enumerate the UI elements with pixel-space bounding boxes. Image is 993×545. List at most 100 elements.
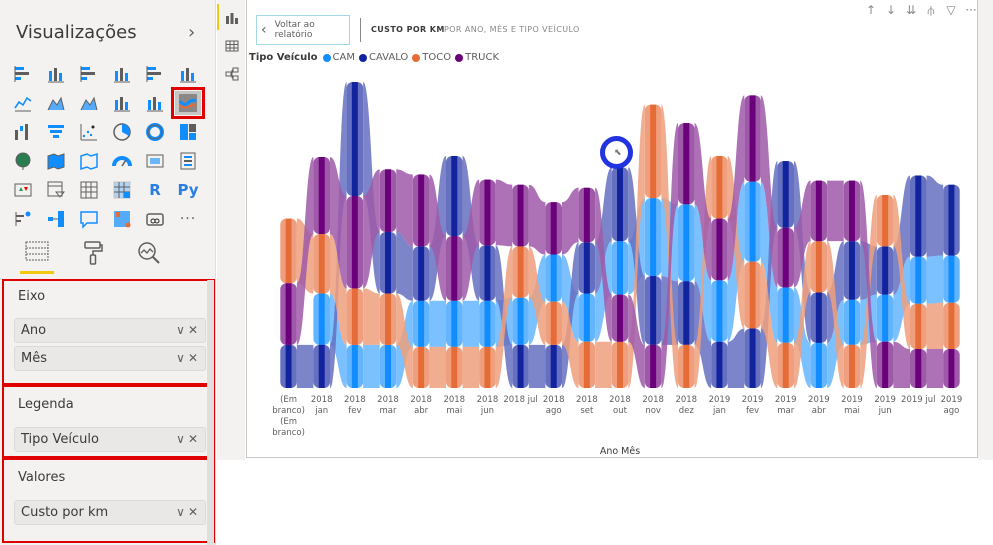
column-segment-cavalo[interactable] [744, 328, 761, 388]
ribbon-truck[interactable] [794, 180, 811, 288]
column-segment-truck[interactable] [876, 341, 894, 388]
chevron-right-icon[interactable]: › [188, 22, 196, 43]
column-segment-cavalo[interactable] [280, 344, 297, 388]
ribbon-cavalo[interactable] [528, 344, 546, 388]
close-icon[interactable]: ✕ [187, 432, 201, 446]
column-segment-toco[interactable] [678, 344, 695, 388]
column-segment-cavalo[interactable] [346, 82, 364, 197]
close-icon[interactable]: ✕ [187, 323, 201, 337]
ribbon-truck[interactable] [595, 187, 612, 342]
legend-item-truck[interactable]: TRUCK [455, 52, 499, 63]
column-segment-cam[interactable] [412, 300, 430, 347]
column-segment-truck[interactable] [910, 348, 927, 388]
legend-item-cavalo[interactable]: CAVALO [358, 52, 408, 63]
ribbon-toco[interactable] [893, 194, 910, 349]
ribbon-cam[interactable] [926, 255, 944, 304]
column-segment-cavalo[interactable] [479, 245, 496, 301]
column-segment-cam[interactable] [512, 297, 529, 345]
ribbon-truck[interactable] [396, 169, 413, 247]
slicer-icon[interactable] [43, 178, 69, 202]
ribbon-cam[interactable] [363, 344, 380, 388]
ribbon-toco[interactable] [396, 293, 413, 388]
chevron-down-icon[interactable]: ∨ [176, 351, 188, 365]
column-segment-toco[interactable] [943, 302, 960, 349]
ribbon-toco[interactable] [495, 246, 513, 388]
key-influencers-icon[interactable] [10, 207, 36, 231]
sort-down-icon[interactable]: ↓ [885, 3, 897, 17]
column-segment-truck[interactable] [412, 174, 430, 247]
ribbon-truck[interactable] [528, 184, 546, 255]
ribbon-truck[interactable] [661, 123, 678, 388]
ribbon-cavalo[interactable] [893, 175, 910, 295]
filled-map-icon[interactable] [43, 149, 69, 173]
column-segment-toco[interactable] [910, 303, 927, 349]
column-segment-truck[interactable] [446, 236, 463, 301]
column-segment-cavalo[interactable] [678, 281, 695, 345]
ribbon-cavalo[interactable] [827, 241, 844, 343]
column-segment-cam[interactable] [313, 293, 330, 345]
column-segment-truck[interactable] [479, 179, 496, 246]
column-segment-truck[interactable] [810, 180, 828, 242]
column-segment-toco[interactable] [280, 218, 297, 284]
ribbon-truck[interactable] [893, 341, 910, 388]
ribbon-toco[interactable] [794, 241, 811, 388]
line-stacked-column-icon[interactable] [142, 91, 168, 115]
line-chart-icon[interactable] [10, 91, 36, 115]
column-segment-toco[interactable] [446, 346, 463, 388]
column-segment-toco[interactable] [843, 344, 861, 388]
column-segment-cam[interactable] [910, 256, 927, 304]
more-visuals-icon[interactable]: ··· [175, 207, 201, 231]
column-segment-cam[interactable] [611, 241, 629, 295]
more-options-icon[interactable]: ··· [965, 3, 977, 17]
column-segment-toco[interactable] [379, 293, 397, 345]
column-segment-truck[interactable] [611, 294, 629, 342]
column-segment-truck[interactable] [644, 344, 662, 388]
ribbon-cavalo[interactable] [727, 328, 745, 388]
ribbon-cavalo[interactable] [396, 231, 413, 301]
ribbon-truck[interactable] [827, 180, 844, 242]
clustered-column-icon[interactable] [109, 62, 135, 86]
column-segment-truck[interactable] [280, 283, 297, 345]
column-segment-truck[interactable] [313, 157, 330, 234]
column-segment-toco[interactable] [479, 346, 496, 388]
sort-up-icon[interactable]: ↑ [865, 3, 877, 17]
column-segment-cavalo[interactable] [611, 167, 629, 242]
decomposition-tree-icon[interactable] [43, 207, 69, 231]
values-field-custo-por-km[interactable]: Custo por km ∨✕ [14, 500, 206, 525]
column-segment-cavalo[interactable] [446, 155, 463, 237]
treemap-icon[interactable] [175, 120, 201, 144]
column-segment-toco[interactable] [711, 155, 728, 219]
column-segment-cam[interactable] [446, 300, 463, 347]
line-clustered-column-icon[interactable] [109, 91, 135, 115]
ribbon-toco[interactable] [330, 234, 347, 345]
ribbon-toco[interactable] [760, 261, 778, 388]
column-segment-cavalo[interactable] [379, 231, 397, 294]
column-segment-toco[interactable] [313, 234, 330, 294]
ribbon-cavalo[interactable] [562, 242, 579, 388]
column-segment-cam[interactable] [843, 299, 861, 345]
ribbon-cam[interactable] [827, 299, 844, 388]
column-segment-truck[interactable] [843, 180, 861, 242]
column-segment-cavalo[interactable] [545, 344, 562, 388]
column-segment-truck[interactable] [512, 184, 529, 247]
shape-map-icon[interactable] [76, 149, 102, 173]
column-segment-cavalo[interactable] [876, 246, 894, 295]
drill-next-level-icon[interactable]: ⇊ [905, 3, 917, 17]
ribbon-cavalo[interactable] [296, 344, 314, 388]
column-segment-toco[interactable] [578, 341, 596, 388]
column-segment-truck[interactable] [943, 348, 960, 388]
column-segment-toco[interactable] [777, 342, 794, 388]
r-visual-icon[interactable]: R [142, 178, 168, 202]
column-segment-cam[interactable] [777, 287, 794, 343]
funnel-icon[interactable] [43, 120, 69, 144]
axis-field-mes[interactable]: Mês ∨✕ [14, 346, 206, 371]
column-segment-cavalo[interactable] [578, 242, 596, 294]
close-icon[interactable]: ✕ [187, 351, 201, 365]
column-segment-cam[interactable] [711, 280, 728, 342]
column-segment-cam[interactable] [479, 300, 496, 347]
column-segment-cam[interactable] [346, 344, 364, 388]
chevron-down-icon[interactable]: ∨ [176, 323, 188, 337]
ribbon-truck[interactable] [462, 179, 480, 301]
column-segment-cavalo[interactable] [313, 344, 330, 388]
column-segment-truck[interactable] [744, 95, 761, 182]
